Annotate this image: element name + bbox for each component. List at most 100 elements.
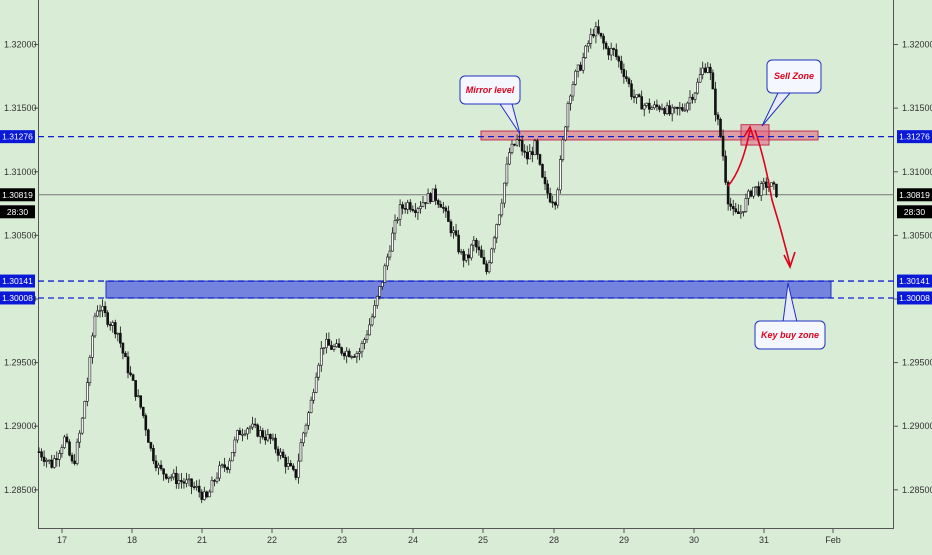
x-tick-label-10: 31: [759, 535, 769, 545]
candle-body-75: [228, 460, 232, 470]
key-buy-zone-callout: Key buy zone: [754, 282, 826, 350]
candle-body-106: [307, 412, 310, 426]
candle-body-7: [55, 458, 59, 460]
x-tick-label-2: 21: [197, 535, 207, 545]
candle-body-94: [276, 448, 280, 456]
candle-body-38: [134, 380, 137, 397]
candle-body-80: [241, 434, 244, 436]
candle-body-248: [668, 105, 671, 115]
projection-up-curve: [727, 129, 751, 187]
level-label-0-left: 1.31276: [2, 132, 33, 142]
candle-body-268: [719, 118, 722, 137]
candle-body-158: [439, 204, 443, 208]
candle-body-148: [414, 210, 417, 213]
y-tick-label-left-1: 1.31500: [4, 103, 37, 113]
candle-body-213: [579, 64, 582, 71]
candle-body-9: [60, 447, 64, 454]
candle-body-134: [378, 286, 382, 297]
candle-body-202: [551, 201, 554, 204]
candle-body-125: [355, 353, 359, 358]
candle-body-207: [564, 126, 567, 141]
candle-body-110: [317, 364, 321, 378]
candle-body-59: [187, 478, 191, 481]
key-buy-zone: [105, 280, 832, 299]
y-tick-label-right-5: 1.29500: [902, 358, 932, 368]
candle-body-261: [701, 67, 705, 75]
current-price-label-bg-left: [0, 188, 35, 202]
candle-body-73: [223, 464, 226, 468]
candle-body-149: [416, 208, 420, 213]
candle-body-117: [335, 343, 338, 347]
candle-body-218: [592, 34, 595, 37]
candle-body-27: [106, 312, 109, 325]
candle-body-151: [421, 202, 425, 207]
candle-body-118: [337, 343, 341, 348]
candle-body-84: [251, 423, 254, 428]
candle-body-208: [566, 103, 570, 128]
candle-body-235: [635, 94, 638, 98]
current-price-label-bg-right: [897, 188, 932, 202]
candle-body-25: [101, 306, 104, 311]
candle-body-33: [121, 342, 125, 354]
candle-body-182: [500, 202, 504, 216]
candle-body-32: [119, 332, 122, 344]
candle-body-190: [520, 140, 524, 152]
candle-body-21: [91, 335, 94, 358]
mirror-level-callout: Mirror level: [459, 75, 521, 135]
candle-body-167: [462, 251, 465, 261]
candle-body-281: [752, 186, 755, 197]
candle-body-133: [375, 296, 379, 306]
candle-body-101: [294, 469, 298, 478]
projection-down-curve: [754, 129, 791, 266]
candle-body-62: [195, 485, 198, 488]
candle-body-86: [256, 424, 259, 437]
candle-body-275: [737, 211, 740, 214]
candle-body-70: [215, 477, 219, 482]
candle-body-146: [408, 202, 412, 210]
x-tick-label-4: 23: [337, 535, 347, 545]
candle-body-169: [467, 254, 471, 259]
candle-body-196: [536, 140, 539, 155]
candle-body-222: [602, 35, 605, 44]
candle-body-3: [45, 460, 48, 462]
y-tick-label-right-7: 1.28500: [902, 485, 932, 495]
mirror-level-pointer: [499, 103, 521, 135]
candle-body-168: [464, 254, 468, 261]
candle-body-225: [609, 48, 613, 56]
candle-body-64: [200, 491, 204, 500]
candle-body-131: [370, 316, 374, 326]
candle-body-57: [182, 481, 186, 484]
candle-body-109: [314, 376, 318, 393]
y-tick-label-right-2: 1.31000: [902, 167, 932, 177]
candle-body-20: [88, 357, 92, 383]
candle-body-189: [518, 139, 521, 141]
candle-body-5: [50, 459, 54, 468]
candle-body-242: [653, 104, 656, 109]
candle-body-143: [401, 204, 404, 209]
candle-body-105: [304, 424, 308, 434]
y-tick-label-left-5: 1.29500: [4, 358, 37, 368]
candle-body-53: [172, 472, 176, 478]
candle-body-140: [393, 220, 397, 234]
x-tick-label-8: 29: [619, 535, 629, 545]
candle-body-107: [309, 399, 313, 413]
candle-body-127: [360, 343, 364, 353]
candle-body-121: [345, 350, 348, 357]
candle-body-157: [436, 200, 440, 205]
candle-body-145: [406, 202, 410, 210]
candle-body-126: [358, 351, 361, 354]
candle-body-216: [586, 43, 590, 47]
candle-body-103: [299, 442, 303, 462]
candle-body-31: [116, 332, 120, 335]
candle-body-0: [37, 451, 41, 453]
candle-body-209: [569, 95, 572, 104]
candle-body-8: [58, 453, 61, 460]
candle-body-45: [152, 448, 155, 462]
candle-body-252: [678, 107, 682, 109]
candle-body-254: [683, 109, 687, 112]
candle-body-120: [342, 352, 346, 357]
candle-body-124: [353, 356, 356, 358]
candle-body-230: [622, 69, 626, 77]
